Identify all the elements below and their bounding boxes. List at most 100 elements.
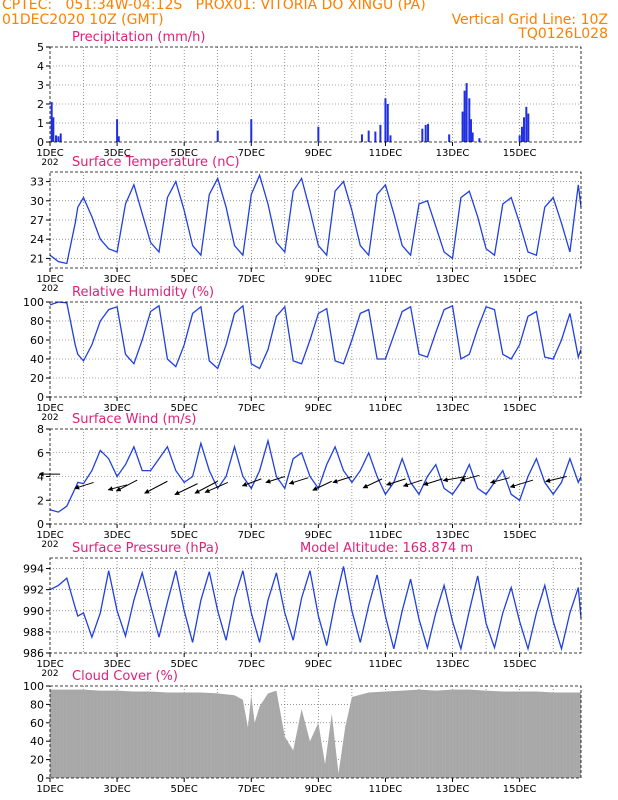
x-tick-label: 5DEC <box>170 659 197 670</box>
precip-bar <box>386 104 389 142</box>
wind-vector-arrow <box>509 479 534 489</box>
y-tick-label: 4 <box>37 60 44 73</box>
y-tick-label: 988 <box>23 626 44 639</box>
y-tick-label: 60 <box>30 334 44 347</box>
panel-cloud: Cloud Cover (%) 0 20 40 60 80 100 1DEC 3DEC 5DEC 7… <box>23 669 582 795</box>
wind-vector-arrow <box>386 478 406 486</box>
precip-bar <box>52 117 55 142</box>
wind-vector-arrow <box>144 480 168 494</box>
precip-bar <box>478 138 481 142</box>
precip-bar <box>421 128 424 142</box>
precip-bar <box>50 102 53 142</box>
x-tick-label: 7DEC <box>238 148 265 159</box>
wind-vector-arrow <box>288 477 309 485</box>
x-tick-label: 3DEC <box>103 659 130 670</box>
x-tick-label: 13DEC <box>436 403 470 414</box>
temp-series-line <box>49 173 582 265</box>
x-tick-label: 11DEC <box>369 659 403 670</box>
x-tick-label: 9DEC <box>305 274 332 285</box>
wind-vector-arrow <box>402 479 423 488</box>
precip-bar <box>389 135 392 142</box>
precip-bar <box>55 135 58 142</box>
y-tick-label: 4 <box>37 471 44 484</box>
wind-series-line <box>49 438 582 513</box>
y-tick-label: 80 <box>30 315 44 328</box>
wind-vector-arrow <box>312 480 332 491</box>
y-tick-label: 0 <box>37 136 44 149</box>
y-tick-label: 994 <box>23 563 44 576</box>
precip-bar <box>117 136 120 142</box>
x-tick-label: 15DEC <box>503 659 537 670</box>
y-tick-label: 5 <box>37 41 44 54</box>
x-tick-label: 5DEC <box>170 784 197 795</box>
precip-bar <box>216 130 219 142</box>
x-tick-label: 1DEC <box>36 148 63 159</box>
y-tick-label: 1 <box>37 117 44 130</box>
cloud-cover-area <box>50 689 581 778</box>
x-tick-label: 13DEC <box>436 148 470 159</box>
precip-bar <box>116 119 119 142</box>
precip-bar <box>518 135 521 142</box>
y-tick-label: 24 <box>30 233 44 246</box>
wind-vector-arrow <box>241 478 262 487</box>
year-label-fragment: 202 <box>41 284 58 294</box>
y-tick-label: 40 <box>30 735 44 748</box>
station-header: CPTEC: 051:34W-04:12S PROX01: VITORIA DO… <box>2 0 426 13</box>
wind-vector-arrow <box>74 481 94 490</box>
x-tick-label: 7DEC <box>238 403 265 414</box>
panel-title: Relative Humidity (%) <box>72 285 214 300</box>
y-tick-label: 30 <box>30 195 44 208</box>
precip-bar <box>465 83 468 142</box>
panel-frame <box>49 46 582 143</box>
model-altitude-label: Model Altitude: 168.874 m <box>300 541 473 556</box>
x-tick-label: 3DEC <box>103 148 130 159</box>
precip-bar <box>463 90 466 142</box>
precip-bar <box>427 123 430 142</box>
y-tick-label: 100 <box>23 296 44 309</box>
wind-vector-arrow <box>174 483 198 496</box>
x-tick-label: 1DEC <box>36 659 63 670</box>
precip-bar <box>384 98 387 142</box>
x-tick-label: 9DEC <box>305 403 332 414</box>
x-tick-label: 9DEC <box>305 530 332 541</box>
x-tick-label: 13DEC <box>436 659 470 670</box>
x-tick-label: 11DEC <box>369 403 403 414</box>
x-tick-label: 9DEC <box>305 659 332 670</box>
x-tick-label: 11DEC <box>369 274 403 285</box>
x-tick-label: 3DEC <box>103 784 130 795</box>
panel-title: Surface Pressure (hPa) <box>72 541 219 556</box>
run-date-label: 01DEC2020 10Z (GMT) <box>2 12 164 28</box>
precip-bar <box>469 119 472 142</box>
y-tick-label: 2 <box>37 98 44 111</box>
x-tick-label: 13DEC <box>436 784 470 795</box>
wind-vector-arrow <box>194 480 218 494</box>
grid-line-note: Vertical Grid Line: 10Z <box>451 12 608 28</box>
panel-temp: Surface Temperature (nC) 21 24 27 30 33 1DEC 3D… <box>30 155 582 294</box>
panel-frame <box>49 301 582 398</box>
y-tick-label: 33 <box>30 176 44 189</box>
x-tick-label: 1DEC <box>36 530 63 541</box>
x-tick-label: 15DEC <box>503 148 537 159</box>
y-tick-label: 2 <box>37 494 44 507</box>
wind-vector-arrow <box>204 481 228 493</box>
y-tick-label: 80 <box>30 698 44 711</box>
panel-title: Surface Temperature (nC) <box>72 155 240 170</box>
wind-vector-arrow <box>422 478 443 486</box>
panel-frame <box>49 428 582 525</box>
y-tick-label: 21 <box>30 252 44 265</box>
precip-bar <box>59 133 62 142</box>
x-tick-label: 5DEC <box>170 403 197 414</box>
precip-bar <box>527 113 530 142</box>
year-label-fragment: 202 <box>41 669 58 679</box>
x-tick-label: 7DEC <box>238 530 265 541</box>
y-tick-label: 27 <box>30 214 44 227</box>
wind-vector-arrow <box>545 476 567 483</box>
panel-title: Surface Wind (m/s) <box>72 412 196 427</box>
y-tick-label: 0 <box>37 518 44 531</box>
x-tick-label: 11DEC <box>369 784 403 795</box>
x-tick-label: 13DEC <box>436 530 470 541</box>
x-tick-label: 1DEC <box>36 403 63 414</box>
x-tick-label: 7DEC <box>238 659 265 670</box>
x-tick-label: 5DEC <box>170 530 197 541</box>
